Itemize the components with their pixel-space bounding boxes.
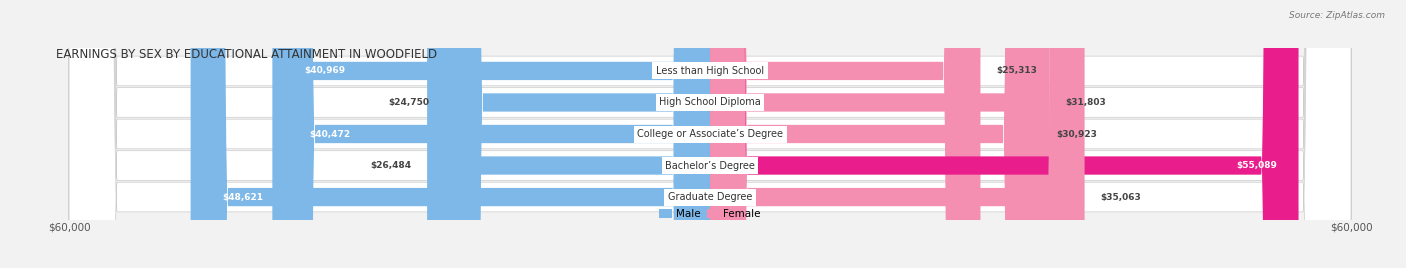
Text: $40,472: $40,472 <box>309 129 352 139</box>
Legend: Male, Female: Male, Female <box>655 205 765 223</box>
Text: $30,923: $30,923 <box>1056 129 1097 139</box>
Text: Less than High School: Less than High School <box>657 66 763 76</box>
Text: $48,621: $48,621 <box>222 193 264 202</box>
FancyBboxPatch shape <box>277 0 710 268</box>
Text: Graduate Degree: Graduate Degree <box>668 192 752 202</box>
FancyBboxPatch shape <box>710 0 1040 268</box>
Text: Source: ZipAtlas.com: Source: ZipAtlas.com <box>1289 11 1385 20</box>
FancyBboxPatch shape <box>69 0 1351 268</box>
Text: $55,089: $55,089 <box>1236 161 1277 170</box>
FancyBboxPatch shape <box>69 0 1351 268</box>
Text: College or Associate’s Degree: College or Associate’s Degree <box>637 129 783 139</box>
FancyBboxPatch shape <box>69 0 1351 268</box>
Text: High School Diploma: High School Diploma <box>659 98 761 107</box>
Text: $35,063: $35,063 <box>1101 193 1142 202</box>
Text: $40,969: $40,969 <box>305 66 346 75</box>
FancyBboxPatch shape <box>427 0 710 268</box>
FancyBboxPatch shape <box>710 0 1084 268</box>
FancyBboxPatch shape <box>446 0 710 268</box>
FancyBboxPatch shape <box>273 0 710 268</box>
Text: EARNINGS BY SEX BY EDUCATIONAL ATTAINMENT IN WOODFIELD: EARNINGS BY SEX BY EDUCATIONAL ATTAINMEN… <box>56 48 437 61</box>
Text: $26,484: $26,484 <box>370 161 411 170</box>
FancyBboxPatch shape <box>69 0 1351 268</box>
Text: $24,750: $24,750 <box>388 98 430 107</box>
Text: Bachelor’s Degree: Bachelor’s Degree <box>665 161 755 170</box>
FancyBboxPatch shape <box>191 0 710 268</box>
Text: $31,803: $31,803 <box>1066 98 1107 107</box>
FancyBboxPatch shape <box>710 0 1050 268</box>
FancyBboxPatch shape <box>710 0 980 268</box>
Text: $25,313: $25,313 <box>997 66 1038 75</box>
FancyBboxPatch shape <box>710 0 1299 268</box>
FancyBboxPatch shape <box>69 0 1351 268</box>
